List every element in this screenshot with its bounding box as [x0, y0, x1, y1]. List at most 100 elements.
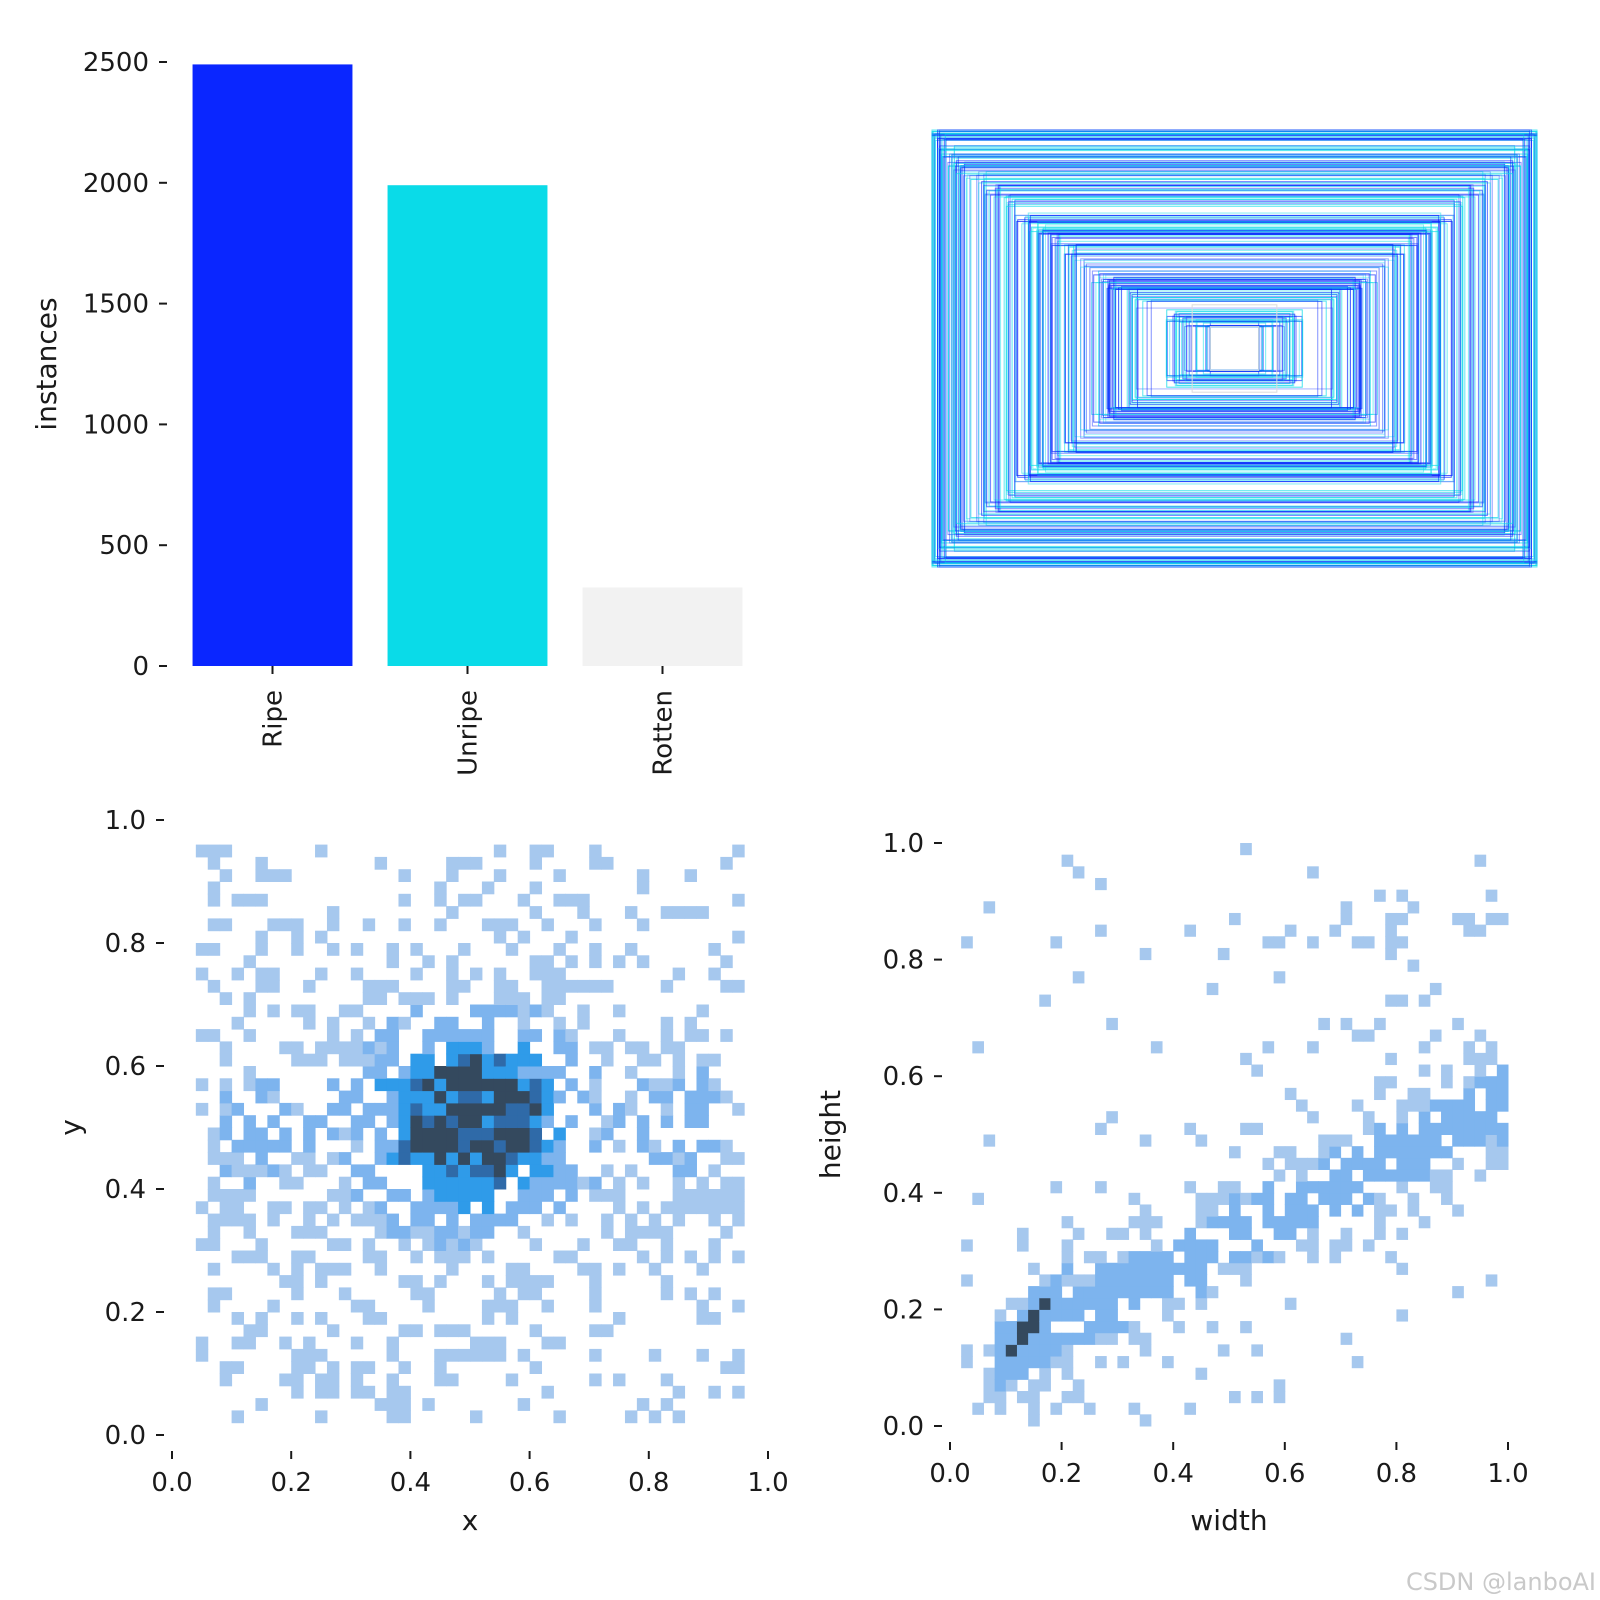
heat-cell: [1229, 1391, 1241, 1404]
heat-cell: [350, 1078, 364, 1092]
heat-cell: [1307, 1239, 1319, 1252]
heat-cell: [1418, 1111, 1431, 1124]
heat-cell: [386, 1078, 399, 1092]
heat-cell: [338, 1127, 352, 1141]
heat-cell: [1385, 1169, 1397, 1182]
heat-cell: [481, 1275, 495, 1288]
heat-cell: [1418, 1122, 1431, 1135]
heat-cell: [541, 979, 554, 993]
heat-cell: [326, 906, 340, 919]
heat-cell: [565, 1053, 578, 1067]
heat-cell: [660, 1041, 674, 1055]
heat-cell: [1072, 1274, 1085, 1287]
heat-cell: [434, 1225, 447, 1239]
heat-cell: [541, 1189, 554, 1202]
heat-cell: [1262, 1192, 1275, 1205]
heat-cell: [1318, 1146, 1330, 1159]
heat-cell: [1072, 1297, 1085, 1310]
heat-cell: [672, 1176, 686, 1190]
heat-cell: [398, 992, 411, 1005]
heat-cell: [458, 1238, 471, 1251]
y-axis-label: height: [814, 1090, 847, 1179]
y-tick-label: 0.6: [883, 1062, 924, 1092]
heat-cell: [386, 1385, 399, 1399]
bbox: [1114, 288, 1355, 409]
heat-cell: [446, 1090, 459, 1104]
heat-cell: [1374, 1146, 1386, 1159]
heat-cell: [243, 955, 256, 969]
heat-cell: [1474, 1064, 1487, 1077]
heat-cell: [1385, 912, 1397, 926]
heat-cell: [207, 856, 221, 870]
heat-cell: [362, 1115, 376, 1128]
heat-cell: [255, 1078, 268, 1092]
x-tick-label: 0.2: [271, 1468, 312, 1498]
heat-cell: [434, 1361, 447, 1374]
x-tick-label: 0.8: [1376, 1459, 1417, 1489]
bbox: [942, 145, 1527, 552]
y-tick-label: 0.0: [883, 1412, 924, 1442]
heat-cell: [660, 1152, 674, 1165]
heat-cell: [613, 1102, 626, 1116]
heat-cell: [410, 1115, 423, 1128]
heat-cell: [636, 1127, 650, 1141]
heat-cell: [350, 1299, 364, 1313]
heat-cell: [1150, 1251, 1163, 1264]
heat-cell: [338, 1041, 352, 1055]
heat-cell: [267, 1090, 280, 1104]
heat-cell: [446, 869, 459, 882]
heat-cell: [529, 1287, 543, 1301]
heat-cell: [1016, 1344, 1029, 1357]
bbox: [942, 156, 1527, 541]
heat-cell: [708, 1201, 721, 1215]
bbox: [1131, 294, 1338, 403]
heat-cell: [434, 1066, 447, 1079]
bbox: [1108, 283, 1361, 414]
heat-cell: [422, 992, 435, 1005]
heat-cell: [231, 1139, 245, 1153]
heat-cell: [362, 1361, 376, 1374]
bbox: [950, 154, 1519, 543]
heat-cell: [422, 1090, 435, 1104]
heat-cell: [231, 1164, 245, 1178]
heat-cell: [708, 1189, 721, 1202]
heat-cell: [291, 1225, 304, 1239]
heat-cell: [219, 1152, 233, 1165]
heat-cell: [1005, 1367, 1018, 1380]
bbox: [944, 133, 1525, 564]
heat-cell: [613, 1029, 626, 1042]
bbox: [955, 173, 1514, 524]
heat-cell: [1496, 1146, 1509, 1159]
bbox: [1182, 319, 1287, 378]
heat-cell: [732, 1213, 745, 1227]
heat-cell: [422, 1238, 435, 1251]
heat-cell: [315, 967, 328, 981]
heat-cell: [1150, 1262, 1163, 1275]
heat-cell: [1374, 1169, 1386, 1182]
heat-cell: [1095, 1181, 1107, 1194]
heat-cell: [672, 1041, 686, 1055]
heat-cell: [541, 1336, 554, 1350]
bbox: [1089, 267, 1380, 430]
heat-cell: [470, 1090, 483, 1104]
heat-cell: [458, 1201, 471, 1215]
heat-cell: [541, 918, 554, 932]
heat-cell: [1295, 1239, 1308, 1252]
bbox: [1084, 261, 1385, 436]
heat-cell: [660, 906, 674, 919]
heat-cell: [541, 1004, 554, 1018]
heat-cell: [279, 1373, 292, 1387]
heat-cell: [1273, 1251, 1286, 1264]
heat-cell: [1162, 1297, 1174, 1310]
bbox: [1101, 281, 1368, 416]
heat-cell: [1340, 1332, 1353, 1345]
heat-cell: [505, 1090, 519, 1104]
heat-cell: [529, 1127, 543, 1141]
heat-cell: [1050, 1402, 1063, 1415]
heat-cell: [434, 1189, 447, 1202]
heat-cell: [601, 1225, 614, 1239]
heat-cell: [434, 1102, 447, 1116]
heat-cell: [994, 1402, 1007, 1415]
heat-cell: [422, 1053, 435, 1067]
heat-cell: [315, 844, 328, 858]
